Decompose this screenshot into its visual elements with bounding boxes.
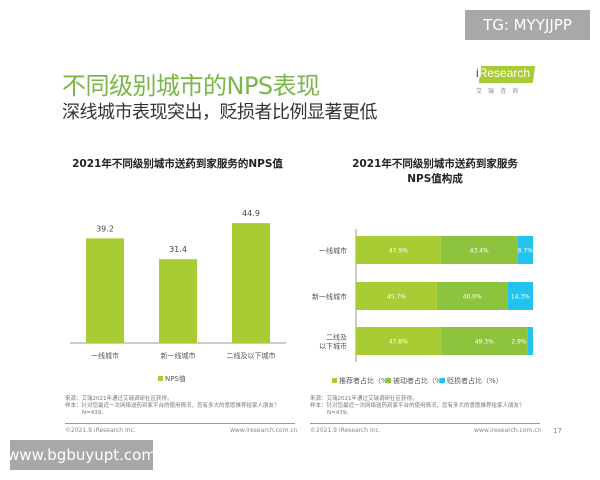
footer-left-notes: 来源：艾瑞2021年通过艾瑞调研社区获得。 样本：针对您最近一次网络送药到家平台… [65,396,280,417]
category-label: 二线及以下城市 [227,351,276,360]
footer-divider [310,423,540,424]
segment-label: 49.3% [475,339,494,346]
category-label: 新一线城市 [161,351,196,360]
sample-note: 样本：针对您最近一次网络送药到家平台的使用情况，您有多大的意愿推荐给家人朋友？ [310,403,525,409]
segment-label: 2.9% [511,339,527,346]
legend-label: 推荐者占比（%） [339,376,395,385]
sample-size: N=439。 [327,410,352,416]
sample-note: 样本：针对您最近一次网络送药到家平台的使用情况，您有多大的意愿推荐给家人朋友？ [65,403,280,409]
footer-divider [65,423,295,424]
watermark-bottom: www.bgbuyupt.com [7,440,156,470]
footer-right-notes: 来源：艾瑞2021年通过艾瑞调研社区获得。 样本：针对您最近一次网络送药到家平台… [310,396,525,417]
stacked-chart-title: 2021年不同级别城市送药到家服务 NPS值构成 [320,156,550,186]
nps-bar-chart: 39.2 一线城市 31.4 新一线城市 44.9 二线及以下城市 NPS值 [70,209,286,383]
segment-label: 47.8% [389,339,408,346]
bar-0 [86,238,124,343]
legend-swatch [158,376,163,381]
source-note: 来源：艾瑞2021年通过艾瑞调研社区获得。 [310,396,418,402]
segment-label: 40.0% [463,294,482,301]
segment-2-1 [440,327,528,355]
segment-2-0 [356,327,441,355]
data-label: 39.2 [96,224,114,233]
category-label: 新一线城市 [312,292,347,301]
nps-composition-chart: 47.9% 43.4% 8.7% 一线城市 45.7% 40.0% 14.3% 新一线城市 47… [312,229,534,385]
stacked-chart-title-line2: NPS值构成 [407,173,463,185]
iresearch-logo: iResearch 艾瑞咨询 [474,66,544,96]
segment-label: 45.7% [387,294,406,301]
website-link[interactable]: www.iresearch.com.cn [230,427,298,434]
page-subtitle: 深线城市表现突出，贬损者比例显著更低 [62,102,378,123]
legend-label: 被动者占比（%） [393,376,449,385]
legend-label: 贬损者占比（%） [447,376,503,385]
page-number: 17 [553,427,562,435]
legend-label: NPS值 [165,374,186,383]
segment-1-2 [507,282,533,310]
category-label: 二线及 [326,333,347,342]
segment-0-2 [517,236,533,264]
segment-0-1 [440,236,518,264]
legend-swatch [332,378,337,383]
segment-1-0 [356,282,437,310]
watermark-top: TG: MYYJJPP [465,10,590,40]
segment-label: 47.9% [389,248,408,255]
stacked-chart-title-line1: 2021年不同级别城市送药到家服务 [352,158,518,170]
bar-2 [232,223,270,343]
segment-label: 14.3% [511,294,530,301]
bar-1 [159,259,197,343]
segment-label: 8.7% [518,248,534,255]
source-note: 来源：艾瑞2021年通过艾瑞调研社区获得。 [65,396,173,402]
segment-label: 43.4% [470,248,489,255]
copyright: ©2021.9 iResearch Inc. [310,427,381,434]
category-label: 以下城市 [319,342,347,351]
legend-swatch [440,378,445,383]
sample-size: N=439。 [82,410,107,416]
data-label: 44.9 [242,209,260,218]
legend-swatch [386,378,391,383]
website-link[interactable]: www.iresearch.com.cn [474,427,542,434]
category-label: 一线城市 [91,351,119,360]
category-label: 一线城市 [319,246,347,255]
segment-2-2 [527,327,533,355]
segment-0-0 [356,236,441,264]
bar-chart-title: 2021年不同级别城市送药到家服务的NPS值 [72,158,283,170]
page-title: 不同级别城市的NPS表现 [62,72,320,100]
logo-subtext: 艾瑞咨询 [476,88,525,95]
copyright: ©2021.9 iResearch Inc. [65,427,136,434]
data-label: 31.4 [169,245,187,254]
segment-1-1 [436,282,508,310]
